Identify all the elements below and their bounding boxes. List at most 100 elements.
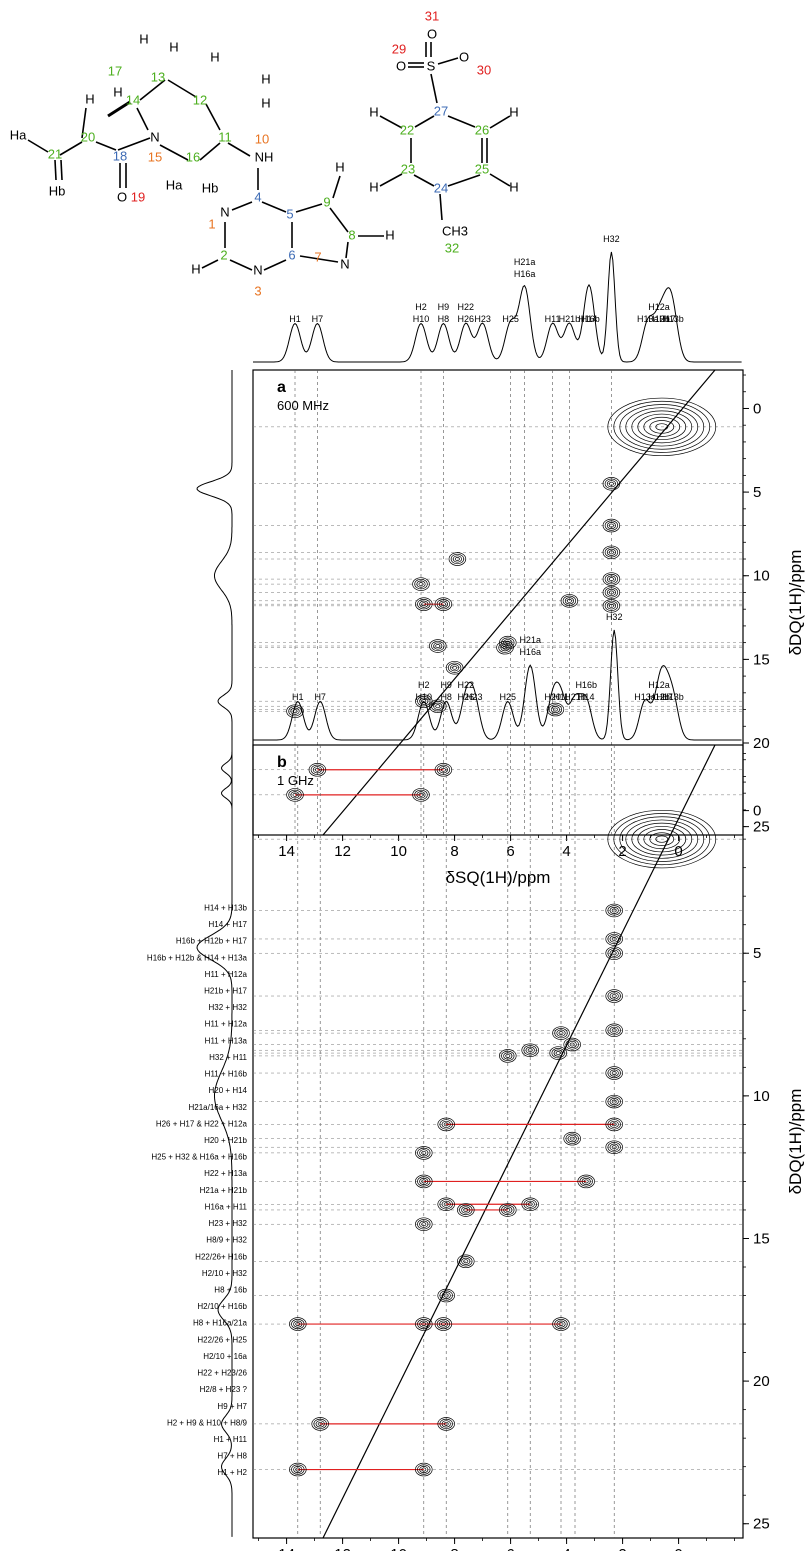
contour-peak [445,660,464,675]
contour-peak [437,1117,455,1132]
contour-peak [611,937,617,941]
peak-label: H21a H16a [514,257,536,279]
contour-peak [602,476,621,491]
x-axis-label: δSQ(1H)/ppm [446,868,551,887]
dq-assignment-label: H20 + H14 [209,1086,248,1095]
atom-label: H [369,179,378,194]
contour-peak [501,1050,515,1062]
contour-peak [412,577,430,591]
x-tick-label: 10 [390,1546,407,1551]
contour-peak [611,1099,617,1104]
contour-peak [412,788,430,802]
contour-peak [419,600,429,608]
contour-peak [569,1042,575,1047]
x-tick-label: 2 [618,843,626,860]
contour-peak [308,763,327,777]
contour-peak [607,397,717,457]
contour-peak [443,1122,449,1127]
contour-peak [567,1040,577,1049]
x-tick-label: 8 [450,843,458,860]
contour-peak [459,1256,473,1267]
contour-peak [604,520,619,531]
dq-assignment-label: H21a/16a + H32 [189,1103,248,1112]
contour-peak [619,816,705,862]
peak-label: H2 H10 [413,302,430,324]
diagonal-line [322,369,716,836]
contour-peak [501,1204,515,1216]
plot-frame [252,369,744,836]
contour-peak [637,413,687,441]
contour-peak [435,704,441,709]
peak-label: H12a H12b [648,680,670,702]
contour-peak [607,1142,621,1153]
peak-label: H7 [312,314,324,324]
contour-peak [602,572,621,586]
contour-peak [604,587,619,598]
y-tick-label: 0 [753,803,761,820]
contour-peak [440,767,446,772]
contour-peak [421,699,427,704]
contour-peak [606,548,616,556]
contour-peak [315,1420,325,1428]
contour-peak [608,481,614,486]
contour-peak [452,555,462,563]
contour-peak [419,1149,429,1157]
contour-peak [459,1204,473,1216]
peak-label: H7 [314,692,326,702]
atom-label: H [261,95,270,110]
atom-label: H [509,179,518,194]
contour-peak [421,1179,427,1184]
contour-peak [563,1131,581,1146]
contour-peak [607,948,621,959]
atom-label: 16 [186,149,200,164]
peak-label: H16b [578,314,600,324]
atom-label: 15 [148,149,162,164]
atom-label: 21 [48,146,62,161]
contour-peak [290,707,300,715]
dq-assignment-label: H32 + H11 [209,1053,247,1062]
dq-assignment-label: H8 + 16b [214,1286,247,1295]
contour-peak [608,590,614,595]
contour-peak [548,704,563,715]
contour-peak [607,1025,621,1036]
contour-peak [609,906,619,914]
contour-peak [415,694,433,708]
atom-label: NH [255,149,274,164]
contour-peak [418,792,424,797]
contour-peak [292,709,298,714]
spectrometer-field: 1 GHz [277,773,314,788]
contour-peak [605,1140,623,1154]
contour-peak [607,933,621,945]
atom-label: H [85,91,94,106]
contour-peak [415,1217,433,1231]
contour-peak [602,545,621,560]
contour-peak [560,594,579,608]
dq-assignment-label: H25 + H32 & H16a + H16b [151,1153,247,1162]
contour-peak [439,1418,453,1430]
contour-peak [619,404,705,450]
atom-label: 12 [193,92,207,107]
contour-peak [649,832,675,846]
contour-peak [291,1318,305,1330]
contour-peak [579,1176,593,1187]
contour-peak [569,1136,575,1141]
peak-label: H25 [502,314,519,324]
y-tick-label: 5 [753,945,761,962]
contour-peak [525,1046,535,1054]
contour-peak [649,420,675,434]
atom-label: 32 [445,240,459,255]
peak-label: H25 [500,692,517,702]
projection-spectrum-left [196,370,233,835]
contour-peak [452,665,458,670]
x-tick-label: 6 [506,843,514,860]
atom-label: H [169,39,178,54]
contour-peak [558,1031,564,1036]
contour-peak [552,707,558,712]
dq-assignment-label: H2/10 + H32 [202,1269,248,1278]
contour-peak [552,1026,570,1040]
contour-peak [607,1096,621,1107]
contour-peak [441,1120,451,1128]
contour-peak [289,1317,307,1331]
